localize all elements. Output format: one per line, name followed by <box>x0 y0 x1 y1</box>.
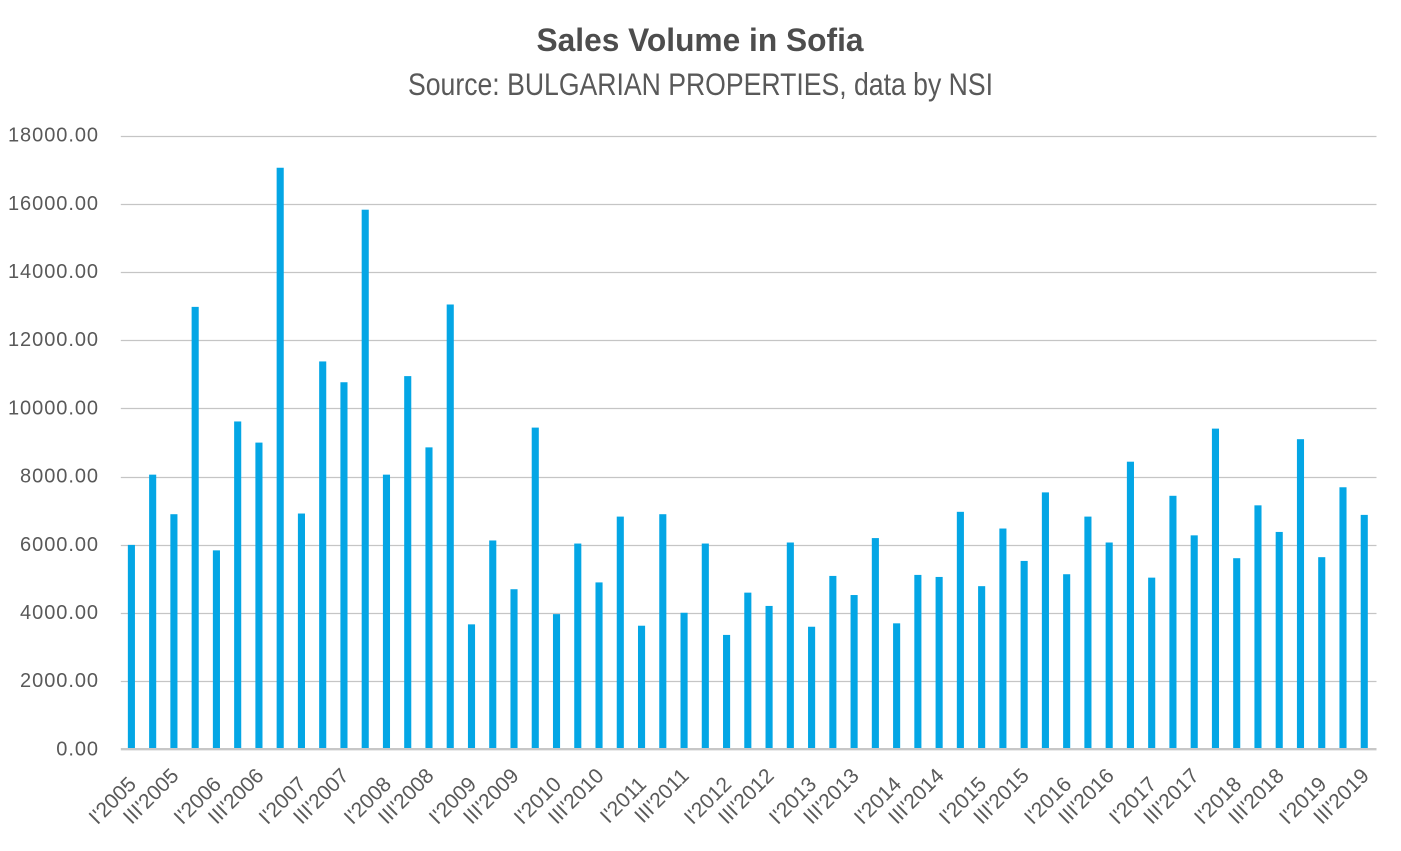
svg-text:14000.00: 14000.00 <box>8 261 99 283</box>
svg-text:8000.00: 8000.00 <box>20 466 99 488</box>
svg-text:6000.00: 6000.00 <box>20 534 99 556</box>
svg-text:Source: BULGARIAN PROPERTIES,: Source: BULGARIAN PROPERTIES, data by NS… <box>408 66 993 102</box>
svg-text:Sales Volume in Sofia: Sales Volume in Sofia <box>537 22 864 58</box>
svg-text:18000.00: 18000.00 <box>8 125 99 147</box>
svg-text:12000.00: 12000.00 <box>8 329 99 351</box>
svg-text:0.00: 0.00 <box>56 738 99 760</box>
svg-text:2000.00: 2000.00 <box>20 670 99 692</box>
svg-text:16000.00: 16000.00 <box>8 193 99 215</box>
svg-text:4000.00: 4000.00 <box>20 602 99 624</box>
svg-text:10000.00: 10000.00 <box>8 397 99 419</box>
